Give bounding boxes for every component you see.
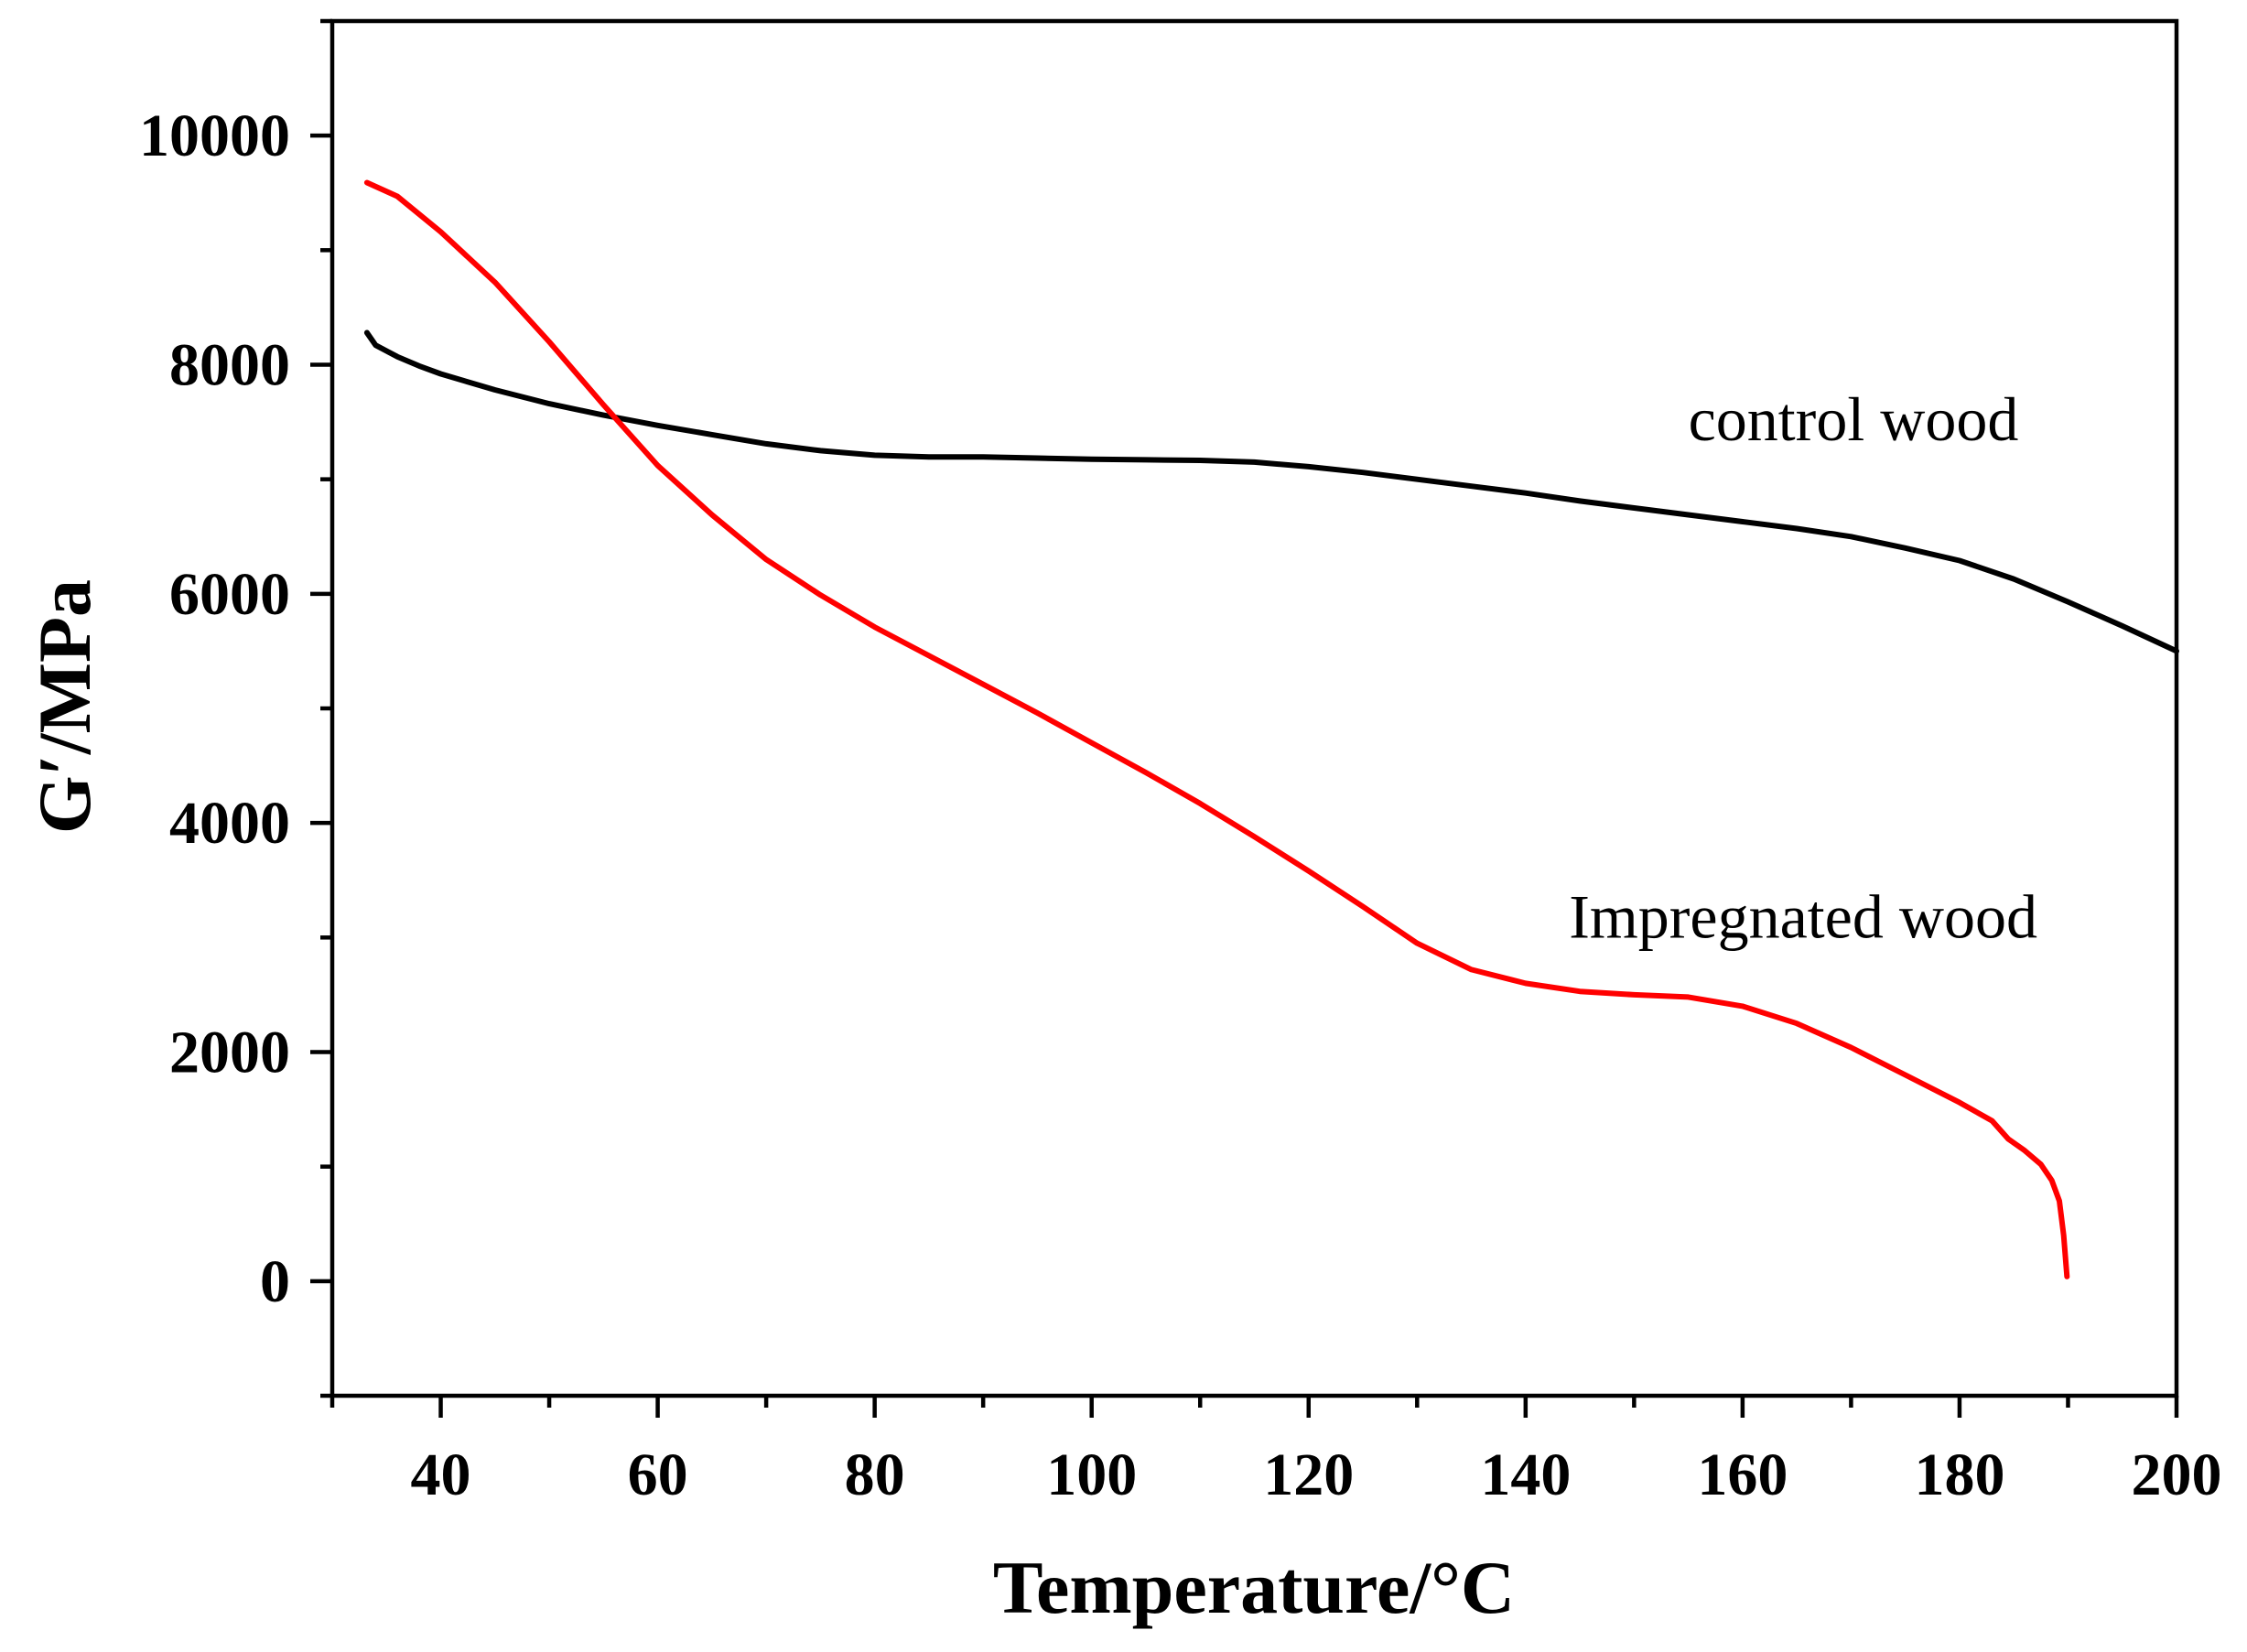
annotation-control-wood: control wood bbox=[1689, 384, 2019, 454]
x-tick-label: 140 bbox=[1480, 1441, 1571, 1508]
y-axis-ticks: 0 2000 4000 6000 8000 10000 bbox=[139, 18, 332, 1398]
y-tick-label: 4000 bbox=[169, 790, 290, 857]
y-axis-title: G′/MPa bbox=[23, 579, 106, 834]
x-tick-label: 100 bbox=[1046, 1441, 1137, 1508]
x-axis-ticks: 40 60 80 100 120 140 160 180 200 bbox=[329, 1396, 2222, 1508]
y-tick-label: 8000 bbox=[169, 332, 290, 399]
x-tick-label: 120 bbox=[1263, 1441, 1354, 1508]
series-layer bbox=[363, 179, 2179, 1279]
series-line-impregnated-wood bbox=[363, 179, 2070, 1279]
x-tick-label: 40 bbox=[411, 1441, 471, 1508]
y-tick-label: 6000 bbox=[169, 561, 290, 628]
x-tick-label: 60 bbox=[628, 1441, 688, 1508]
y-tick-label: 10000 bbox=[139, 103, 290, 169]
plot-frame bbox=[329, 18, 2179, 1398]
x-tick-label: 160 bbox=[1697, 1441, 1788, 1508]
y-tick-label: 2000 bbox=[169, 1020, 290, 1086]
series-line-control-wood bbox=[363, 329, 2179, 654]
x-tick-label: 180 bbox=[1914, 1441, 2004, 1508]
annotation-impregnated-wood: Impregnated wood bbox=[1569, 881, 2037, 951]
x-tick-label: 200 bbox=[2132, 1441, 2222, 1508]
x-axis-title: Temperature/°C bbox=[993, 1546, 1515, 1629]
annotation-layer: control wood Impregnated wood bbox=[1569, 384, 2037, 951]
x-tick-label: 80 bbox=[845, 1441, 905, 1508]
y-tick-label: 0 bbox=[260, 1248, 290, 1315]
